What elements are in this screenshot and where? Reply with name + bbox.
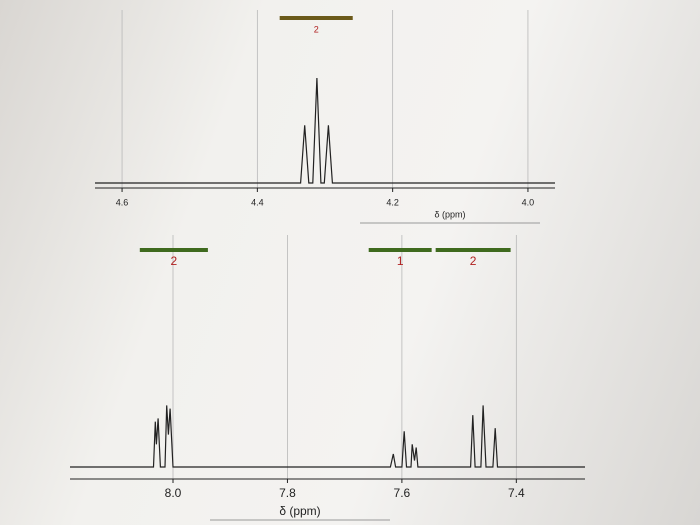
x-axis-label: δ (ppm) (279, 504, 320, 518)
x-tick-label: 7.6 (394, 486, 411, 500)
x-tick-label: 7.8 (279, 486, 296, 500)
integration-bar (435, 248, 511, 252)
integration-label: 2 (171, 254, 178, 268)
integration-label: 2 (314, 24, 319, 34)
integration-bar (139, 248, 208, 252)
integration-bar (368, 248, 432, 252)
integration-bar (279, 16, 353, 20)
x-tick-label: 4.6 (116, 197, 129, 207)
integration-label: 1 (397, 254, 404, 268)
integration-label: 2 (470, 254, 477, 268)
x-axis-label: δ (ppm) (434, 209, 465, 219)
spectrum-line (95, 77, 555, 184)
x-tick-label: 4.2 (386, 197, 399, 207)
x-tick-label: 4.4 (251, 197, 264, 207)
spectrum-line (70, 405, 585, 468)
x-tick-label: 7.4 (508, 486, 525, 500)
x-tick-label: 8.0 (165, 486, 182, 500)
x-tick-label: 4.0 (522, 197, 535, 207)
